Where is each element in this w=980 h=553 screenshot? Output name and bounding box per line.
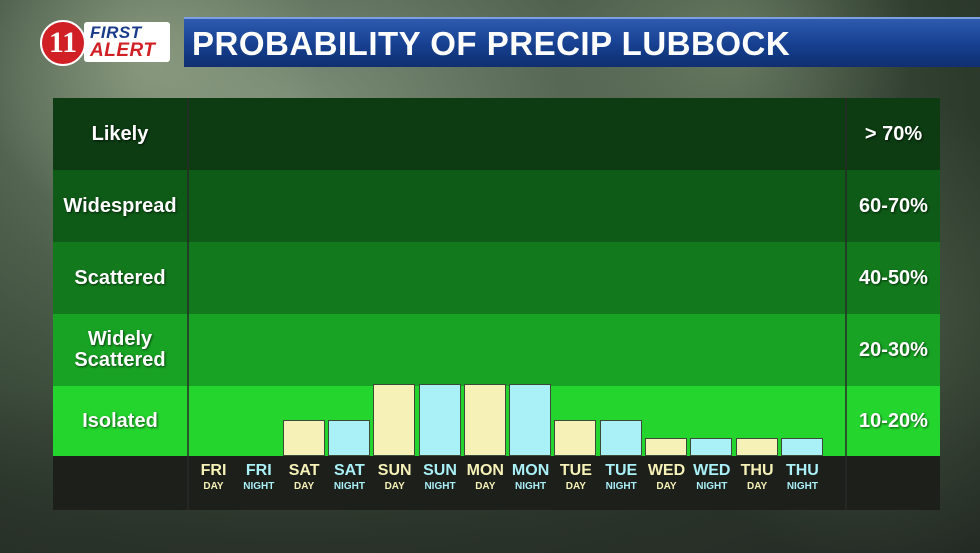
precip-probability-chart: Likely > 70% Widespread 60-70% Scattered… xyxy=(53,98,940,510)
x-tick-period: NIGHT xyxy=(243,481,275,492)
band-widely-scattered: Widely Scattered 20-30% xyxy=(53,314,940,386)
bar-wed-night xyxy=(690,438,733,456)
x-tick-period: DAY xyxy=(293,481,315,492)
channel-11-logo: 11 xyxy=(40,20,86,66)
x-tick-label: SAT NIGHT xyxy=(327,462,372,494)
bar-sun-day xyxy=(373,384,416,456)
x-tick-label: WED DAY xyxy=(644,462,689,494)
first-alert-badge: FIRST ALERT xyxy=(84,22,170,62)
band-label-isolated: Isolated xyxy=(82,409,158,432)
band-range-widely-scattered: 20-30% xyxy=(859,338,928,361)
x-tick-period: DAY xyxy=(203,481,224,492)
x-tick-label: SUN DAY xyxy=(372,462,417,494)
left-divider xyxy=(187,98,189,510)
x-tick-period: NIGHT xyxy=(786,481,818,492)
band-label-widely-scattered: Widely Scattered xyxy=(74,328,166,371)
band-widespread: Widespread 60-70% xyxy=(53,170,940,242)
x-tick-label: WED NIGHT xyxy=(689,462,734,494)
x-tick-period: NIGHT xyxy=(424,481,456,492)
bar-wed-day xyxy=(645,438,687,456)
band-label-scattered: Scattered xyxy=(74,266,166,289)
x-tick-day: SAT xyxy=(288,462,320,479)
x-tick-day: TUE xyxy=(605,462,638,479)
title-bar: PROBABILITY OF PRECIP LUBBOCK xyxy=(184,17,980,67)
x-tick-label: SUN NIGHT xyxy=(418,462,463,494)
x-tick-label: FRI DAY xyxy=(191,462,236,494)
band-range-isolated: 10-20% xyxy=(859,409,928,432)
x-tick-day: THU xyxy=(785,462,819,479)
logo-first-text: FIRST xyxy=(90,23,142,42)
x-tick-label: MON NIGHT xyxy=(508,462,553,494)
x-axis-row xyxy=(53,456,940,510)
x-tick-period: DAY xyxy=(746,481,768,492)
band-scattered: Scattered 40-50% xyxy=(53,242,940,314)
bar-tue-day xyxy=(554,420,597,456)
band-range-scattered: 40-50% xyxy=(859,266,928,289)
band-label-widespread: Widespread xyxy=(63,194,177,217)
bar-mon-night xyxy=(509,384,552,456)
bar-thu-night xyxy=(780,438,823,456)
x-tick-day: SUN xyxy=(377,462,412,479)
x-tick-period: NIGHT xyxy=(515,481,547,492)
x-tick-label: FRI NIGHT xyxy=(236,462,281,494)
x-tick-day: MON xyxy=(511,462,550,479)
bar-sat-day xyxy=(282,420,325,456)
x-tick-day: WED xyxy=(647,462,686,479)
x-tick-day: TUE xyxy=(559,462,592,479)
band-label-likely: Likely xyxy=(91,122,149,145)
x-tick-label: TUE NIGHT xyxy=(599,462,644,494)
page-title: PROBABILITY OF PRECIP LUBBOCK xyxy=(192,25,791,62)
right-divider xyxy=(845,98,847,510)
x-tick-label: THU NIGHT xyxy=(780,462,825,494)
bar-sat-night xyxy=(327,420,370,456)
x-tick-period: DAY xyxy=(656,481,677,492)
bar-mon-day xyxy=(463,384,506,456)
x-tick-day: THU xyxy=(740,462,774,479)
first-alert-logo: 11 FIRST ALERT xyxy=(40,20,172,66)
x-tick-period: DAY xyxy=(475,481,496,492)
x-tick-day: SAT xyxy=(333,462,365,479)
bar-sun-night xyxy=(418,384,461,456)
band-range-likely: > 70% xyxy=(864,122,923,145)
band-likely: Likely > 70% xyxy=(53,98,940,170)
x-tick-label: MON DAY xyxy=(463,462,508,494)
band-range-widespread: 60-70% xyxy=(859,194,928,217)
x-tick-label: SAT DAY xyxy=(282,462,327,494)
x-tick-label: THU DAY xyxy=(735,462,780,494)
bar-thu-day xyxy=(735,438,778,456)
x-tick-period: DAY xyxy=(565,481,586,492)
x-tick-day: FRI xyxy=(245,462,272,479)
x-tick-label: TUE DAY xyxy=(553,462,598,494)
x-tick-day: FRI xyxy=(200,462,227,479)
x-tick-day: MON xyxy=(466,462,504,479)
x-tick-day: WED xyxy=(693,462,731,479)
x-tick-period: NIGHT xyxy=(333,481,365,492)
x-tick-period: NIGHT xyxy=(605,481,637,492)
logo-alert-text: ALERT xyxy=(90,40,156,61)
x-tick-period: DAY xyxy=(384,481,405,492)
x-tick-period: NIGHT xyxy=(696,481,728,492)
x-tick-day: SUN xyxy=(423,462,457,479)
bar-tue-night xyxy=(599,420,642,456)
